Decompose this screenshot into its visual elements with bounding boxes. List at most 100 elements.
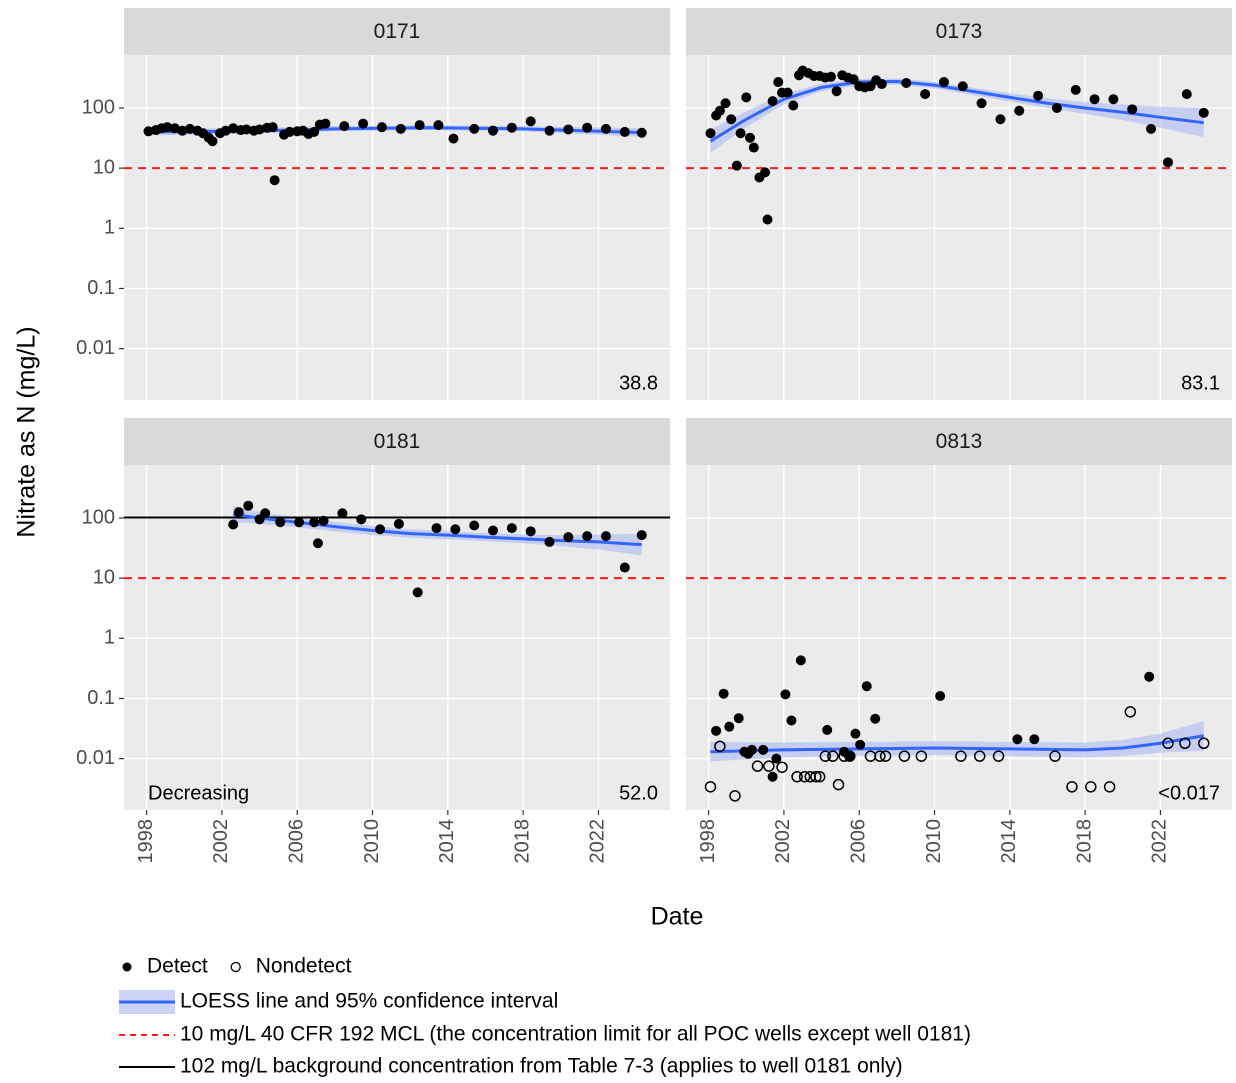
nondetect-point <box>776 761 788 773</box>
detect-point <box>450 524 461 535</box>
detect-point <box>870 713 881 724</box>
x-tick-label: 2006 <box>847 819 869 864</box>
panel: 0181 0.01 0.1 1 10 100 1998 2002 2006 2010 2014 201… <box>76 418 670 864</box>
detect-point <box>746 744 757 755</box>
detect-point <box>619 126 630 137</box>
detect-point <box>957 81 968 92</box>
x-tick-label: 2014 <box>998 819 1020 864</box>
nondetect-point <box>810 770 822 783</box>
strip-label: 0181 <box>374 430 421 453</box>
detect-point <box>850 728 861 739</box>
x-tick-label: 2018 <box>1073 819 1095 864</box>
detect-point <box>714 105 725 116</box>
detect-point <box>1029 734 1040 745</box>
detect-point <box>745 132 756 143</box>
detect-point <box>876 79 887 90</box>
nondetect-point <box>879 750 892 762</box>
legend-label: LOESS line and 95% confidence interval <box>180 990 558 1013</box>
detect-point <box>339 121 350 132</box>
detect-point <box>177 125 188 136</box>
x-tick-label: 1998 <box>135 819 157 864</box>
nondetect-point <box>1066 781 1078 793</box>
nondetect-point <box>973 750 986 762</box>
detect-point <box>636 127 647 138</box>
detect-point <box>275 517 286 528</box>
nondetect-point <box>874 750 886 762</box>
nondetect-point <box>1179 737 1191 750</box>
detect-point <box>636 530 647 541</box>
detect-point <box>207 136 218 147</box>
detect-point <box>1162 157 1173 168</box>
detect-point <box>228 519 239 530</box>
detect-point <box>162 122 173 133</box>
detect-point <box>861 681 872 692</box>
detect-point <box>376 122 387 133</box>
strip-label: 0173 <box>936 20 983 43</box>
strip-label: 0171 <box>374 20 421 43</box>
plot-area <box>124 55 670 400</box>
detect-point <box>855 739 866 750</box>
detect-point <box>782 87 793 98</box>
detect-point <box>260 508 271 519</box>
x-axis-title: Date <box>651 903 704 931</box>
detect-point <box>395 123 406 134</box>
detect-point <box>309 517 320 528</box>
detect-point <box>284 126 295 137</box>
detect-point <box>935 690 946 701</box>
detect-point <box>1014 105 1025 116</box>
y-tick-label: 0.1 <box>87 687 115 709</box>
legend-item: Nondetect <box>230 955 352 978</box>
x-tick-label: 2022 <box>587 819 609 864</box>
nondetect-point <box>714 740 726 753</box>
detect-point <box>309 126 320 137</box>
detect-point <box>726 114 737 125</box>
legend-item: Detect <box>122 955 208 978</box>
detect-point <box>600 123 611 134</box>
nondetect-point <box>1124 706 1137 718</box>
detect-point <box>1051 102 1062 113</box>
detect-point <box>718 688 729 699</box>
detect-point <box>938 77 949 88</box>
detect-point <box>1198 107 1209 118</box>
trend-label: Decreasing <box>148 782 249 804</box>
detect-point <box>412 587 423 598</box>
detect-point <box>414 120 425 131</box>
nondetect-point <box>1162 737 1174 750</box>
corner-label: 38.8 <box>619 372 658 394</box>
detect-point <box>544 125 555 136</box>
nondetect-point <box>915 750 928 762</box>
nondetect-point <box>813 770 826 783</box>
plot-area <box>686 55 1232 400</box>
x-tick-label: 2010 <box>923 819 945 864</box>
detect-point <box>469 520 480 531</box>
corner-label: <0.017 <box>1158 782 1220 804</box>
y-tick-label: 1 <box>104 627 115 649</box>
detect-point <box>735 128 746 139</box>
detect-point <box>544 536 555 547</box>
nondetect-point <box>832 778 845 791</box>
detect-point <box>1089 94 1100 105</box>
detect-point <box>831 86 842 97</box>
detect-point <box>995 114 1006 125</box>
detect-point <box>433 120 444 131</box>
panel-background <box>124 55 670 400</box>
legend-label: 102 mg/L background concentration from T… <box>180 1055 903 1078</box>
nondetect-point <box>1198 737 1210 750</box>
corner-label: 52.0 <box>619 782 658 804</box>
plot-area <box>686 465 1232 810</box>
detect-point <box>431 523 442 534</box>
detect-point <box>488 125 499 136</box>
detect-point <box>724 721 735 732</box>
detect-point <box>312 538 323 549</box>
detect-point <box>786 715 797 726</box>
detect-point <box>525 116 536 127</box>
y-tick-label: 0.1 <box>87 277 115 299</box>
detect-point <box>506 122 517 133</box>
confidence-band <box>710 78 1204 153</box>
y-tick-label: 10 <box>93 156 115 178</box>
detect-point <box>220 125 231 136</box>
detect-point <box>901 78 912 89</box>
legend-item: LOESS line and 95% confidence interval <box>119 990 558 1014</box>
nondetect-point <box>992 750 1005 762</box>
detect-point <box>228 123 239 134</box>
